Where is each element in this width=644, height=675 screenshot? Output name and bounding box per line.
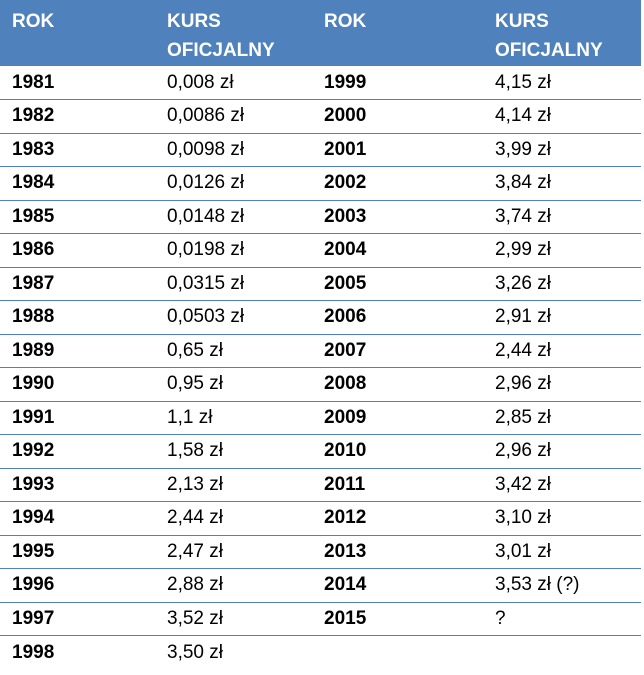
year-cell-right: 2007	[312, 333, 481, 368]
table-row: 1997 3,52 zł 2015?	[0, 601, 641, 636]
year-cell-left: 1989	[0, 333, 153, 368]
table-row: 1987 0,0315 zł 2005 3,26 zł	[0, 266, 641, 301]
rate-cell-left: 0,0086 zł	[153, 99, 312, 133]
header-kurs-left: KURS OFICJALNY	[167, 11, 275, 61]
rate-cell-right: 2,44 zł	[481, 333, 641, 368]
year-cell-right: 1999	[312, 66, 481, 100]
table-row: 1981 0,008 zł 1999 4,15 zł	[0, 66, 641, 100]
year-cell-right: 2012	[312, 501, 481, 535]
year-cell-left: 1987	[0, 266, 153, 301]
header-rok-right: ROK	[324, 11, 367, 32]
rate-cell-right: 2,91 zł	[481, 300, 641, 334]
rate-cell-right: 3,42 zł	[481, 467, 641, 502]
year-cell-left: 1993	[0, 467, 153, 502]
rate-cell-right: 3,53 zł (?)	[481, 568, 641, 602]
rate-cell-right: 2,96 zł	[481, 434, 641, 468]
year-cell-right: 2001	[312, 132, 481, 167]
year-cell-left: 1995	[0, 534, 153, 569]
table-row: 1995 2,47 zł 2013 3,01 zł	[0, 534, 641, 569]
year-cell-left: 1985	[0, 199, 153, 234]
header-row: ROK KURS OFICJALNY ROK KURS OFICJALNY	[0, 0, 641, 66]
rate-cell-left: 0,008 zł	[153, 66, 312, 100]
year-cell-left: 1997	[0, 601, 153, 636]
year-cell-left: 1988	[0, 300, 153, 334]
table-row: 1993 2,13 zł 2011 3,42 zł	[0, 467, 641, 502]
rate-cell-right: ?	[481, 601, 641, 636]
table-header: ROK KURS OFICJALNY ROK KURS OFICJALNY	[0, 0, 641, 66]
table-row: 1992 1,58 zł 2010 2,96 zł	[0, 434, 641, 468]
year-cell-right: 2009	[312, 400, 481, 435]
rate-cell-left: 2,88 zł	[153, 568, 312, 602]
rate-cell-left: 1,58 zł	[153, 434, 312, 468]
year-cell-left: 1994	[0, 501, 153, 535]
year-cell-left: 1992	[0, 434, 153, 468]
year-cell-right: 2000	[312, 99, 481, 133]
table-row: 1990 0,95 zł 2008 2,96 zł	[0, 367, 641, 401]
rate-cell-left: 0,95 zł	[153, 367, 312, 401]
rate-cell-left: 0,0503 zł	[153, 300, 312, 334]
year-cell-right: 2003	[312, 199, 481, 234]
table-row: 1994 2,44 zł 2012 3,10 zł	[0, 501, 641, 535]
year-cell-left: 1996	[0, 568, 153, 602]
rate-cell-left: 3,52 zł	[153, 601, 312, 636]
year-cell-right: 2010	[312, 434, 481, 468]
year-cell-right: 2006	[312, 300, 481, 334]
rate-cell-right: 3,99 zł	[481, 132, 641, 167]
year-cell-right: 2011	[312, 467, 481, 502]
table-row: 1983 0,0098 zł 2001 3,99 zł	[0, 132, 641, 167]
year-cell-left: 1981	[0, 66, 153, 100]
year-cell-left: 1983	[0, 132, 153, 167]
rate-cell-right: 2,99 zł	[481, 233, 641, 267]
rate-cell-left: 2,13 zł	[153, 467, 312, 502]
rate-cell-right: 3,10 zł	[481, 501, 641, 535]
table-row: 1996 2,88 zł 2014 3,53 zł (?)	[0, 568, 641, 602]
year-cell-right: 2014	[312, 568, 481, 602]
year-cell-right: 2015	[312, 601, 481, 636]
table-row: 1985 0,0148 zł 2003 3,74 zł	[0, 199, 641, 234]
table-row: 1989 0,65 zł 2007 2,44 zł	[0, 333, 641, 368]
year-cell-right: 2004	[312, 233, 481, 267]
year-cell-left: 1998	[0, 635, 153, 669]
year-cell-left: 1982	[0, 99, 153, 133]
year-cell-left: 1986	[0, 233, 153, 267]
rate-cell-right: 4,15 zł	[481, 66, 641, 100]
table-row: 1984 0,0126 zł 2002 3,84 zł	[0, 166, 641, 200]
rate-cell-right: 3,74 zł	[481, 199, 641, 234]
rate-cell-right: 2,85 zł	[481, 400, 641, 435]
rate-cell-left: 0,0148 zł	[153, 199, 312, 234]
header-kurs-right: KURS OFICJALNY	[495, 11, 603, 61]
rate-cell-right	[481, 635, 641, 669]
year-cell-right: 2002	[312, 166, 481, 200]
year-cell-left: 1990	[0, 367, 153, 401]
rate-cell-right: 3,26 zł	[481, 266, 641, 301]
rate-cell-left: 0,0315 zł	[153, 266, 312, 301]
table-body: 1981 0,008 zł 1999 4,15 zł 1982 0,0086 zł 2000…	[0, 66, 641, 669]
year-cell-right: 2005	[312, 266, 481, 301]
rate-cell-right: 2,96 zł	[481, 367, 641, 401]
rate-cell-right: 4,14 zł	[481, 99, 641, 133]
table-row: 1998 3,50 zł	[0, 635, 641, 669]
rate-cell-left: 1,1 zł	[153, 400, 312, 435]
rate-cell-left: 0,0126 zł	[153, 166, 312, 200]
year-cell-left: 1984	[0, 166, 153, 200]
table-row: 1991 1,1 zł 2009 2,85 zł	[0, 400, 641, 435]
rate-cell-left: 0,0098 zł	[153, 132, 312, 167]
rate-cell-right: 3,84 zł	[481, 166, 641, 200]
year-cell-left: 1991	[0, 400, 153, 435]
year-cell-right: 2008	[312, 367, 481, 401]
table-row: 1982 0,0086 zł 2000 4,14 zł	[0, 99, 641, 133]
rate-cell-right: 3,01 zł	[481, 534, 641, 569]
rate-cell-left: 2,47 zł	[153, 534, 312, 569]
rate-cell-left: 3,50 zł	[153, 635, 312, 669]
year-cell-right: 2013	[312, 534, 481, 569]
year-cell-right	[312, 635, 481, 669]
rate-cell-left: 0,0198 zł	[153, 233, 312, 267]
rate-cell-left: 0,65 zł	[153, 333, 312, 368]
header-rok-left: ROK	[12, 11, 55, 32]
rate-cell-left: 2,44 zł	[153, 501, 312, 535]
table-row: 1986 0,0198 zł 2004 2,99 zł	[0, 233, 641, 267]
table-row: 1988 0,0503 zł 2006 2,91 zł	[0, 300, 641, 334]
